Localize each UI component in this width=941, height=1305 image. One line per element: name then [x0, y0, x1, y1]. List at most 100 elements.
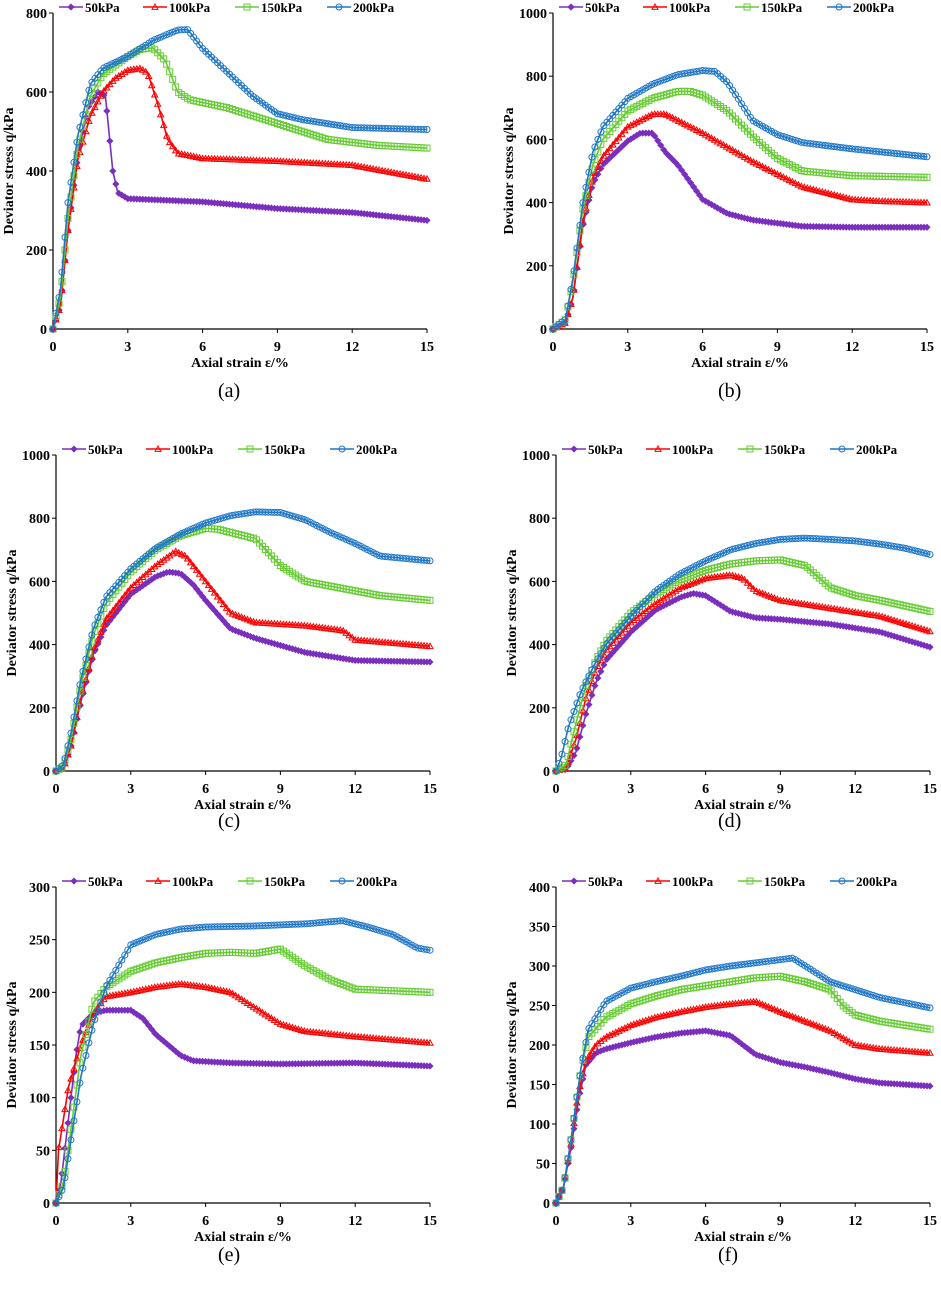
y-tick-label: 200	[526, 260, 547, 275]
data-point	[55, 1193, 63, 1201]
series-200kPa	[552, 534, 934, 775]
data-point	[833, 980, 841, 988]
x-tick-label: 3	[127, 1214, 134, 1229]
chart-panel-c: 0 200 400 600 800 1000 0 3 6 9 12 15 Axial strain ε/…	[0, 442, 470, 873]
data-point	[198, 573, 207, 581]
data-point	[246, 1000, 255, 1008]
data-point	[177, 550, 186, 558]
data-point	[117, 595, 126, 602]
data-point	[49, 325, 57, 333]
data-point	[148, 1025, 156, 1033]
data-point	[770, 168, 779, 176]
data-point	[704, 132, 713, 140]
data-point	[594, 655, 602, 663]
data-point	[845, 984, 853, 992]
data-point	[641, 113, 650, 121]
y-tick-label: 600	[26, 86, 47, 101]
data-point	[585, 168, 593, 176]
data-point	[632, 118, 641, 126]
data-point	[153, 560, 162, 568]
data-point	[585, 685, 593, 693]
legend-marker	[570, 877, 578, 885]
y-tick-label: 300	[529, 960, 550, 975]
data-point	[797, 1015, 806, 1023]
series-150kPa	[52, 945, 434, 1207]
legend-label: 200kPa	[356, 874, 398, 889]
data-point	[773, 170, 782, 178]
data-point	[564, 1155, 572, 1163]
data-point	[582, 1038, 590, 1046]
data-point	[923, 198, 931, 206]
data-point	[558, 750, 566, 758]
data-point	[186, 558, 195, 566]
data-point	[570, 1119, 578, 1127]
data-point	[190, 581, 198, 589]
chart-svg: 0 50 100 150 200 250 300 0 3 6 9 12 15 Axial strain ε…	[5, 874, 437, 1245]
data-point	[674, 116, 683, 124]
data-point	[692, 126, 701, 133]
legend-label: 150kPa	[264, 442, 306, 457]
chart-svg: 0 200 400 600 800 1000 0 3 6 9 12 15 Axial strain ε/…	[505, 442, 937, 813]
series-50kPa	[52, 1006, 434, 1207]
legend-label: 100kPa	[672, 874, 714, 889]
legend-label: 100kPa	[669, 0, 711, 15]
chart-svg: 0 200 400 600 800 1000 0 3 6 9 12 15 Axial strain ε/…	[502, 0, 934, 371]
data-point	[165, 551, 174, 559]
data-point	[644, 112, 653, 120]
legend-entry-200kPa: 200kPa	[330, 442, 398, 457]
data-point	[761, 1001, 770, 1009]
x-axis-label: Axial strain ε/%	[694, 798, 792, 813]
y-tick-label: 300	[29, 881, 50, 896]
data-point	[145, 1022, 153, 1030]
data-point	[555, 759, 563, 767]
data-point	[863, 989, 871, 997]
y-tick-label: 400	[526, 197, 547, 212]
legend-marker	[567, 3, 575, 11]
data-point	[85, 663, 93, 671]
data-point	[52, 309, 60, 317]
data-point	[201, 577, 210, 585]
data-point	[552, 1199, 560, 1207]
data-point	[585, 178, 593, 186]
data-point	[64, 1119, 72, 1127]
data-point	[94, 97, 102, 105]
data-point	[680, 119, 689, 127]
series-200kPa	[49, 26, 431, 333]
data-point	[818, 1023, 827, 1031]
x-tick-label: 3	[627, 1214, 634, 1229]
data-point	[103, 83, 111, 91]
data-point	[423, 946, 431, 954]
y-axis-label: Deviator stress q/kPa	[5, 549, 20, 676]
data-point	[67, 178, 75, 186]
data-point	[423, 174, 431, 182]
x-tick-label: 15	[420, 340, 434, 355]
data-point	[660, 146, 668, 154]
x-tick-label: 9	[274, 340, 281, 355]
legend-marker	[651, 2, 659, 10]
data-point	[297, 515, 305, 523]
data-point	[165, 138, 174, 146]
y-tick-label: 350	[529, 921, 550, 936]
data-point	[79, 1064, 87, 1072]
data-point	[608, 1029, 617, 1037]
data-point	[82, 675, 90, 683]
y-tick-label: 100	[29, 1092, 50, 1107]
y-tick-label: 150	[29, 1039, 50, 1054]
legend-marker	[338, 877, 346, 885]
legend-marker	[743, 3, 751, 11]
data-point	[597, 156, 605, 164]
data-point	[860, 989, 868, 997]
y-tick-label: 600	[29, 575, 50, 590]
data-point	[91, 643, 99, 651]
data-point	[97, 999, 105, 1007]
data-point	[800, 1016, 809, 1024]
data-point	[585, 701, 593, 709]
legend-marker	[154, 876, 162, 884]
data-point	[752, 159, 761, 167]
data-point	[698, 129, 707, 136]
data-point	[426, 1038, 434, 1046]
data-point	[923, 173, 931, 181]
legend-label: 150kPa	[761, 0, 803, 15]
y-tick-label: 600	[529, 575, 550, 590]
legend-entry-100kPa: 100kPa	[643, 0, 711, 15]
